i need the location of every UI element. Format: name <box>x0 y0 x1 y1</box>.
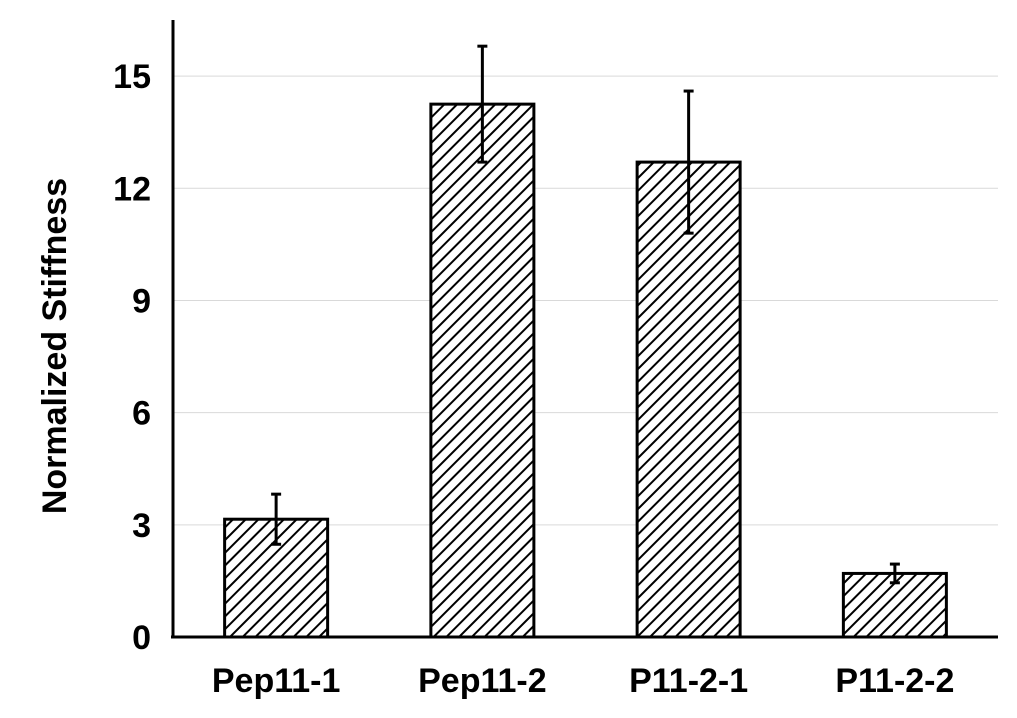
error-bar <box>889 562 900 585</box>
y-tick-label: 0 <box>132 619 151 657</box>
x-tick-label: P11-2-1 <box>629 662 748 700</box>
axes <box>171 20 998 639</box>
gridlines <box>173 75 998 526</box>
y-tick-label: 6 <box>132 395 151 433</box>
y-tick-label: 12 <box>113 170 151 208</box>
y-tick-labels: 0 3 6 9 12 15 <box>113 58 151 657</box>
error-bars <box>271 44 900 585</box>
y-tick-label: 9 <box>132 282 151 320</box>
y-tick-label: 15 <box>113 58 151 96</box>
x-tick-labels: Pep11-1 Pep11-2 P11-2-1 P11-2-2 <box>212 662 955 700</box>
y-axis-title: Normalized Stiffness <box>36 178 74 514</box>
x-tick-label: Pep11-2 <box>418 662 547 700</box>
x-tick-label: Pep11-1 <box>212 662 341 700</box>
bar <box>429 102 536 639</box>
x-tick-label: P11-2-2 <box>835 662 954 700</box>
error-bar <box>477 44 488 164</box>
bars <box>223 102 948 639</box>
y-tick-label: 3 <box>132 507 151 545</box>
error-bar <box>271 492 282 546</box>
error-bar <box>683 89 694 235</box>
